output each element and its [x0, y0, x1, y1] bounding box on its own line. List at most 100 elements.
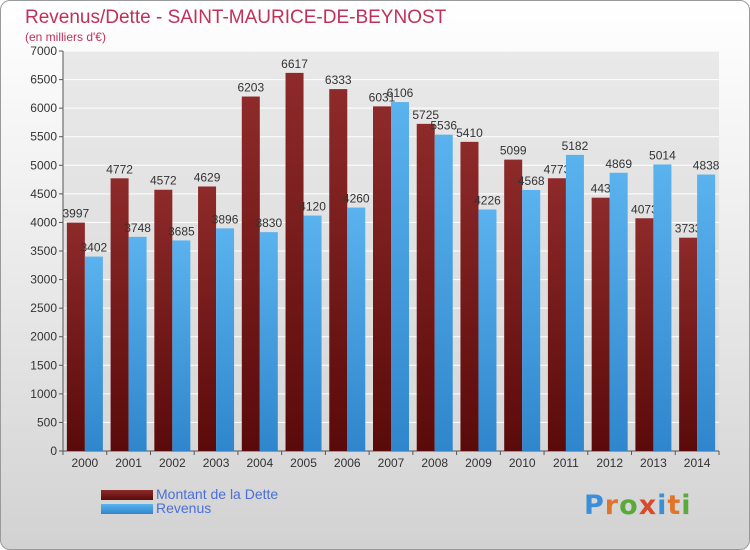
y-tick-label: 1000 [30, 387, 57, 401]
data-label-dette: 443 [591, 182, 611, 196]
x-tick-label: 2009 [465, 456, 492, 470]
logo-letter: i [681, 490, 692, 521]
x-tick-label: 2012 [596, 456, 623, 470]
y-tick-label: 500 [37, 415, 57, 429]
x-tick-label: 2010 [509, 456, 536, 470]
y-tick-label: 4500 [30, 187, 57, 201]
x-tick-label: 2014 [684, 456, 711, 470]
bar-dette [241, 96, 260, 452]
logo-letter: P [584, 490, 605, 521]
logo-letter: o [619, 490, 639, 521]
data-label-revenus: 3748 [124, 221, 151, 235]
bar-dette [504, 159, 523, 451]
y-tick-label: 1500 [30, 358, 57, 372]
x-tick-label: 2006 [334, 456, 361, 470]
x-tick-label: 2002 [159, 456, 186, 470]
x-tick-label: 2013 [640, 456, 667, 470]
chart-subtitle: (en milliers d'€) [25, 30, 106, 44]
data-label-revenus: 5014 [649, 148, 676, 162]
data-label-revenus: 4260 [343, 192, 370, 206]
y-tick-label: 3500 [30, 244, 57, 258]
data-label-dette: 4073 [631, 202, 658, 216]
bar-revenus [697, 174, 716, 452]
data-label-revenus: 4838 [693, 159, 720, 173]
y-tick-label: 6500 [30, 73, 57, 87]
bar-revenus [172, 240, 191, 451]
bar-dette [416, 123, 435, 451]
x-tick-label: 2011 [553, 456, 579, 470]
bar-dette [285, 72, 304, 451]
bar-revenus [522, 189, 541, 451]
bar-revenus [609, 172, 628, 451]
bar-dette [110, 178, 129, 452]
x-tick-label: 2000 [72, 456, 99, 470]
legend-label-revenus: Revenus [156, 500, 212, 516]
data-label-revenus: 3830 [255, 216, 282, 230]
data-label-revenus: 3685 [168, 224, 195, 238]
bar-revenus [653, 164, 672, 451]
data-label-dette: 6031 [369, 90, 396, 104]
legend-swatch-revenus [101, 504, 153, 514]
bar-revenus [128, 236, 147, 451]
data-label-revenus: 4568 [518, 174, 545, 188]
bar-dette [154, 189, 173, 451]
data-label-dette: 6203 [237, 81, 264, 95]
data-label-dette: 4773 [544, 162, 571, 176]
data-label-revenus: 6106 [387, 86, 414, 100]
bar-dette [198, 186, 217, 451]
y-tick-label: 5500 [30, 130, 57, 144]
data-label-dette: 5725 [412, 108, 439, 122]
chart-title: Revenus/Dette - SAINT-MAURICE-DE-BEYNOST [25, 7, 447, 28]
bar-dette [329, 89, 348, 451]
data-label-dette: 5099 [500, 144, 527, 158]
y-tick-label: 7000 [30, 44, 57, 58]
legend-swatch-dette [101, 490, 153, 500]
y-tick-label: 5000 [30, 158, 57, 172]
x-tick-label: 2001 [115, 456, 142, 470]
proxiti-logo: Proxiti [584, 490, 692, 521]
logo-letter: r [604, 490, 620, 521]
data-label-dette: 6617 [281, 57, 308, 71]
bar-revenus [303, 215, 322, 451]
data-label-revenus: 5536 [430, 119, 457, 133]
data-label-revenus: 5182 [562, 139, 589, 153]
logo-letter: i [657, 490, 668, 521]
bar-dette [635, 218, 654, 451]
y-tick-label: 6000 [30, 101, 57, 115]
x-tick-label: 2005 [290, 456, 317, 470]
bar-revenus [259, 232, 278, 451]
data-label-revenus: 3896 [212, 212, 239, 226]
data-label-dette: 4572 [150, 174, 177, 188]
logo-letter: x [638, 490, 658, 521]
data-label-dette: 5410 [456, 126, 483, 140]
bar-dette [679, 237, 698, 451]
x-tick-label: 2004 [246, 456, 273, 470]
data-label-revenus: 4226 [474, 194, 501, 208]
data-label-dette: 3733 [675, 222, 702, 236]
x-tick-label: 2007 [378, 456, 405, 470]
legend-label-dette: Montant de la Dette [156, 486, 279, 502]
bar-dette [460, 141, 479, 451]
y-tick-label: 0 [50, 444, 57, 458]
x-tick-label: 2008 [421, 456, 448, 470]
bar-dette [66, 222, 85, 451]
bar-dette [547, 178, 566, 451]
data-label-dette: 4772 [106, 162, 133, 176]
y-tick-label: 2000 [30, 330, 57, 344]
bar-revenus [216, 228, 235, 451]
bar-revenus [347, 207, 366, 451]
logo-letter: t [667, 490, 682, 521]
bar-revenus [434, 134, 453, 451]
y-tick-label: 3000 [30, 273, 57, 287]
data-label-dette: 4629 [194, 170, 221, 184]
data-label-revenus: 4869 [605, 157, 632, 171]
bar-dette [591, 197, 610, 451]
bar-revenus [391, 102, 409, 451]
data-label-revenus: 3402 [81, 241, 108, 255]
y-tick-label: 2500 [30, 301, 57, 315]
data-label-dette: 6333 [325, 73, 352, 87]
bar-revenus [478, 209, 497, 451]
x-tick-label: 2003 [203, 456, 230, 470]
